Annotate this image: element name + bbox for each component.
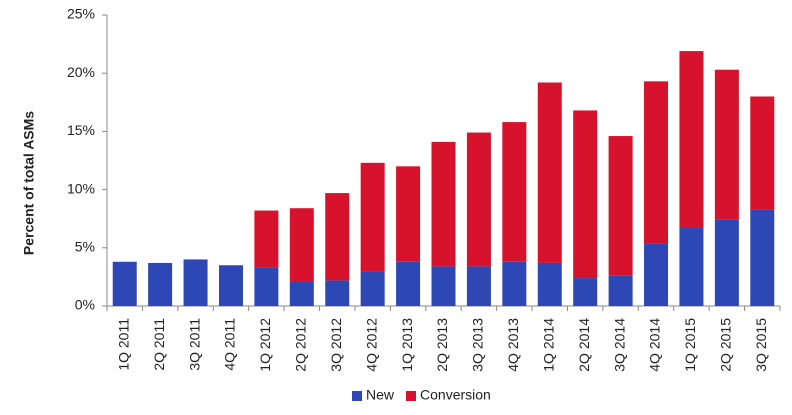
- bar-segment: [608, 136, 633, 276]
- bar-segment: [573, 278, 598, 306]
- x-tick-label: 4Q 2014: [647, 318, 663, 372]
- bar-segment: [396, 261, 421, 306]
- bar-segment: [537, 262, 562, 306]
- bar-segment: [537, 82, 562, 263]
- bar-segment: [396, 166, 421, 262]
- x-tick-label: 4Q 2012: [363, 318, 379, 372]
- x-tick-label: 3Q 2015: [753, 318, 769, 372]
- bar-segment: [679, 51, 704, 229]
- x-tick-label: 1Q 2013: [399, 318, 415, 372]
- x-tick-label: 4Q 2013: [505, 318, 521, 372]
- legend-label: Conversion: [420, 387, 491, 403]
- x-tick-label: 2Q 2011: [151, 318, 167, 371]
- bar-segment: [360, 271, 385, 306]
- bar-segment: [325, 193, 350, 281]
- x-tick-label: 3Q 2011: [186, 318, 202, 371]
- bar-segment: [148, 262, 173, 306]
- x-tick-label: 2Q 2015: [718, 318, 734, 372]
- bar-segment: [254, 210, 279, 268]
- bar-segment: [502, 122, 527, 262]
- x-tick-label: 2Q 2014: [576, 318, 592, 372]
- bar-segment: [289, 208, 314, 282]
- x-tick-label: 2Q 2012: [293, 318, 309, 372]
- bar-segment: [466, 132, 491, 267]
- bar-segment: [431, 141, 456, 267]
- y-tick-label: 0%: [75, 297, 95, 313]
- bar-segment: [183, 259, 208, 306]
- x-tick-label: 1Q 2011: [115, 318, 131, 371]
- legend-swatch: [406, 391, 417, 401]
- x-tick-label: 3Q 2014: [611, 318, 627, 372]
- bar-segment: [750, 209, 775, 306]
- y-tick-label: 25%: [67, 6, 95, 22]
- bar-segment: [466, 266, 491, 306]
- bar-segment: [360, 162, 385, 272]
- legend-swatch: [352, 391, 362, 401]
- y-tick-label: 20%: [67, 64, 95, 80]
- x-tick-label: 1Q 2012: [257, 318, 273, 372]
- x-tick-label: 3Q 2013: [470, 318, 486, 372]
- x-tick-label: 3Q 2012: [328, 318, 344, 372]
- bar-segment: [608, 275, 633, 306]
- x-tick-label: 2Q 2013: [434, 318, 450, 372]
- bar-segment: [714, 219, 739, 306]
- bar-segment: [254, 267, 279, 306]
- x-tick-label: 1Q 2015: [682, 318, 698, 372]
- bar-segment: [644, 243, 669, 306]
- bar-segment: [289, 281, 314, 306]
- y-axis-title: Percent of total ASMs: [21, 111, 37, 255]
- bar-segment: [644, 81, 669, 244]
- y-tick-label: 5%: [75, 239, 95, 255]
- bar-segment: [714, 69, 739, 220]
- bar-segment: [750, 96, 775, 210]
- x-tick-label: 4Q 2011: [222, 318, 238, 371]
- bar-segment: [573, 110, 598, 279]
- bar-segment: [325, 280, 350, 306]
- x-tick-label: 1Q 2014: [540, 318, 556, 372]
- bar-segment: [679, 228, 704, 306]
- bar-segment: [112, 261, 137, 306]
- legend-label: New: [366, 387, 395, 403]
- y-tick-label: 10%: [67, 180, 95, 196]
- bar-segment: [218, 265, 243, 306]
- y-tick-label: 15%: [67, 122, 95, 138]
- bar-segment: [431, 266, 456, 306]
- bar-segment: [502, 261, 527, 306]
